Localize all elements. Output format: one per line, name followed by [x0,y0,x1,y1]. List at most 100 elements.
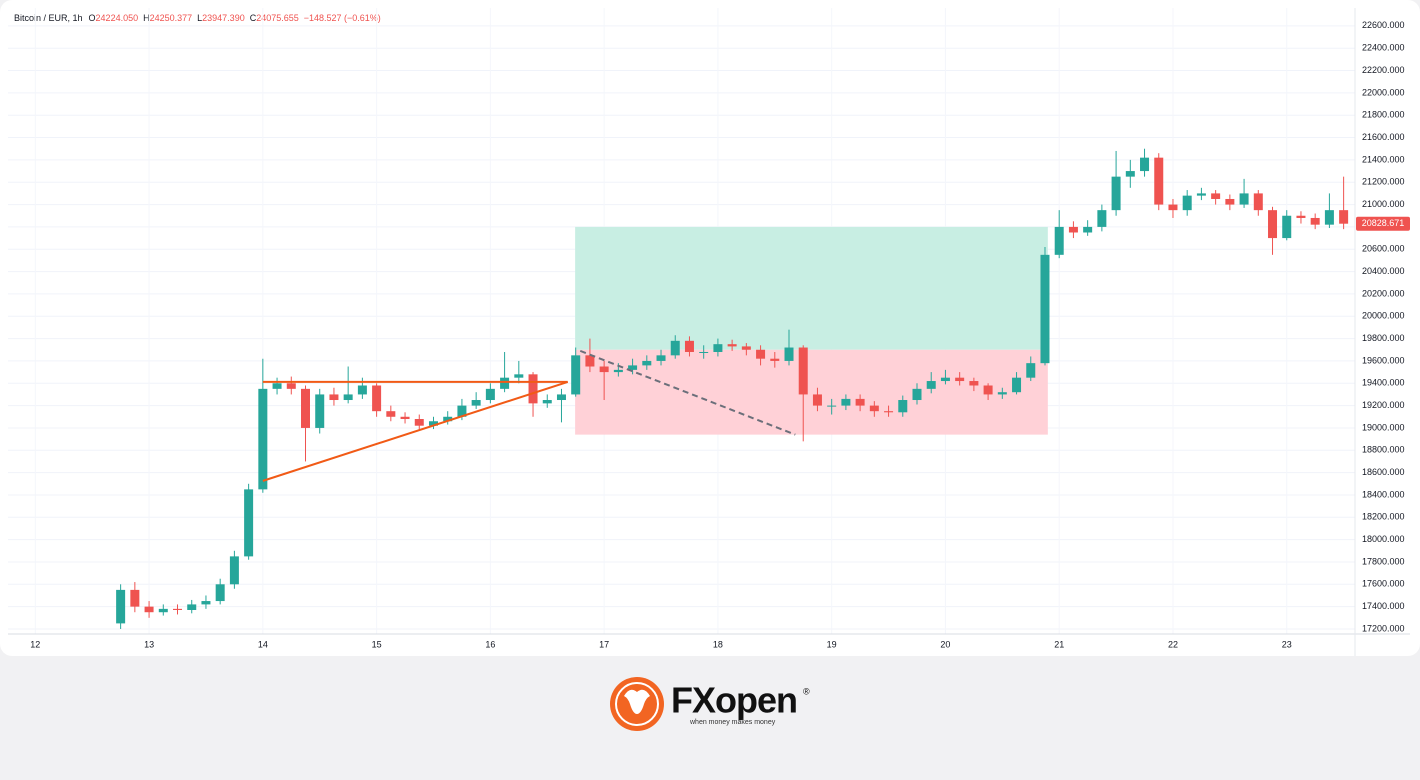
y-tick-label: 17600.000 [1362,579,1405,589]
candle-body [400,416,410,420]
dashed-line [579,349,796,436]
x-tick-label: 19 [827,639,837,649]
x-tick-label: 20 [940,639,950,649]
candle-body [500,377,510,389]
candle-body [1324,210,1334,225]
y-tick-label: 21600.000 [1362,132,1405,142]
ohlc-value: 24224.050 [96,13,139,23]
candle-body [116,589,126,624]
y-tick-label: 21000.000 [1362,199,1405,209]
candle-body [969,381,979,386]
x-tick-label: 17 [599,639,609,649]
candle-body [229,556,239,585]
candle-body [1154,157,1164,205]
candle-body [272,383,282,389]
y-tick-label: 20600.000 [1362,244,1405,254]
candle-body [187,604,197,610]
candle-body [827,405,837,407]
candle-body [130,589,140,607]
candle-body [1310,217,1320,225]
profit-zone [575,226,1048,350]
candle-body [912,388,922,401]
candle-body [599,366,609,373]
candle-body [556,394,566,401]
candle-body [457,405,467,417]
change: −148.527 (−0.61%) [304,13,381,23]
candle-body [471,400,481,406]
candle-body [343,394,353,401]
candle-body [1068,226,1078,233]
candle-body [1296,215,1306,218]
candle-body [514,374,524,378]
candle-body [1111,176,1121,211]
y-tick-label: 17200.000 [1362,623,1405,633]
x-tick-label: 23 [1282,639,1292,649]
candle-body [1083,226,1093,233]
last-price-tag [1356,216,1410,231]
y-tick-label: 21800.000 [1362,110,1405,120]
candle-body [1140,157,1150,172]
candle-body [301,388,311,428]
candle-body [1253,193,1263,211]
candle-body [244,489,254,557]
x-tick-label: 14 [258,639,268,649]
y-tick-label: 20000.000 [1362,311,1405,321]
candle-body [884,411,894,413]
logo-icon-ring [615,682,659,726]
candle-body [1182,195,1192,211]
candle-body [173,608,183,610]
y-tick-label: 18200.000 [1362,512,1405,522]
candle-body [1040,254,1050,364]
ohlc-key: C [250,13,257,23]
candle-body [144,606,154,613]
candle-body [428,421,438,426]
logo-mark: ® [803,686,810,696]
ohlc-key: L [197,13,202,23]
candle-body [1225,198,1235,205]
candle-body [983,385,993,395]
y-tick-label: 22000.000 [1362,87,1405,97]
candle-body [684,340,694,352]
candle-body [329,394,339,401]
candle-body [656,355,666,361]
candle-body [201,601,211,605]
y-tick-label: 17800.000 [1362,556,1405,566]
y-tick-label: 19400.000 [1362,378,1405,388]
candle-body [443,416,453,422]
candle-body [542,400,552,404]
y-tick-label: 22200.000 [1362,65,1405,75]
y-tick-label: 19600.000 [1362,355,1405,365]
candle-body [528,374,538,404]
candle-body [158,608,168,613]
y-tick-label: 20400.000 [1362,266,1405,276]
x-tick-label: 15 [372,639,382,649]
x-tick-label: 18 [713,639,723,649]
ohlc-value: 23947.390 [202,13,245,23]
y-tick-label: 18600.000 [1362,467,1405,477]
x-tick-label: 12 [30,639,40,649]
x-tick-label: 22 [1168,639,1178,649]
y-tick-label: 21200.000 [1362,177,1405,187]
candle-body [215,584,225,602]
candle-body [1012,377,1022,393]
candle-body [741,346,751,350]
candle-body [414,419,424,426]
candle-body [1168,204,1178,211]
candle-body [1054,226,1064,255]
candle-body [798,347,808,395]
logo-tagline: when money makes money [689,719,776,726]
candle-body [585,355,595,367]
candle-body [713,344,723,352]
candle-body [940,377,950,382]
logo-bull [624,689,650,714]
candle-body [756,349,766,359]
candle-body [1097,210,1107,227]
candle-body [1339,210,1349,224]
candle-body [784,347,794,361]
y-tick-label: 17400.000 [1362,601,1405,611]
y-tick-label: 19200.000 [1362,400,1405,410]
candle-body [1125,171,1135,177]
candle-body [699,351,709,353]
candle-body [898,400,908,413]
